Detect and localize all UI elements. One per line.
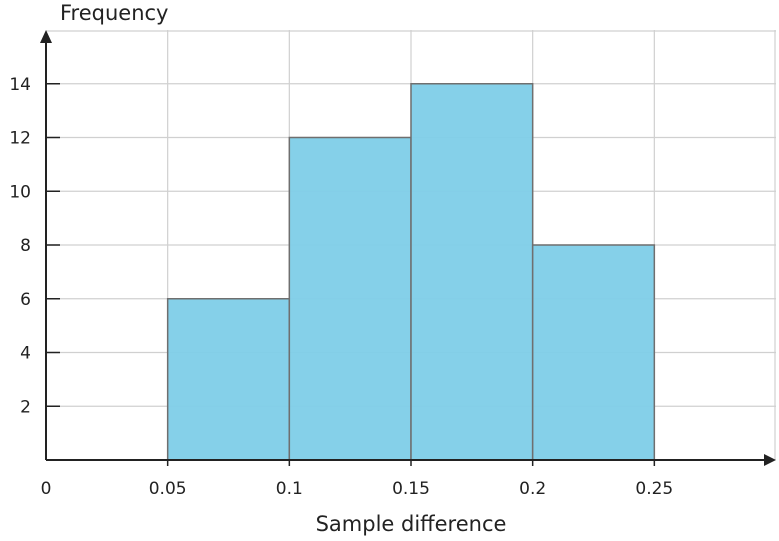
histogram-bars xyxy=(166,83,656,461)
tick-labels: 0 0.05 0.1 0.15 0.2 0.25 2 4 6 8 10 12 14 xyxy=(9,75,673,499)
y-axis-label: Frequency xyxy=(60,1,169,25)
histogram-bar-2 xyxy=(288,136,412,461)
y-tick-label: 12 xyxy=(9,129,31,149)
y-tick-label: 2 xyxy=(20,397,31,417)
y-tick-label: 10 xyxy=(9,182,31,202)
x-tick-label: 0.25 xyxy=(635,479,673,499)
y-tick-label: 8 xyxy=(20,236,31,256)
y-tick-label: 6 xyxy=(20,290,31,310)
histogram-bar-3 xyxy=(410,83,534,461)
x-tick-label: 0.1 xyxy=(276,479,303,499)
y-tick-label: 4 xyxy=(20,344,31,364)
y-tick-label: 14 xyxy=(9,75,31,95)
x-tick-label: 0.15 xyxy=(392,479,430,499)
x-tick-label: 0 xyxy=(41,479,52,499)
x-tick-label: 0.2 xyxy=(519,479,546,499)
tick-marks xyxy=(46,83,656,466)
x-axis-arrow xyxy=(764,454,776,466)
y-axis-arrow xyxy=(40,30,52,43)
x-tick-label: 0.05 xyxy=(149,479,187,499)
axes xyxy=(40,30,776,466)
histogram-bar-1 xyxy=(166,298,291,461)
x-axis-label: Sample difference xyxy=(316,512,507,536)
histogram-bar-4 xyxy=(531,244,656,461)
